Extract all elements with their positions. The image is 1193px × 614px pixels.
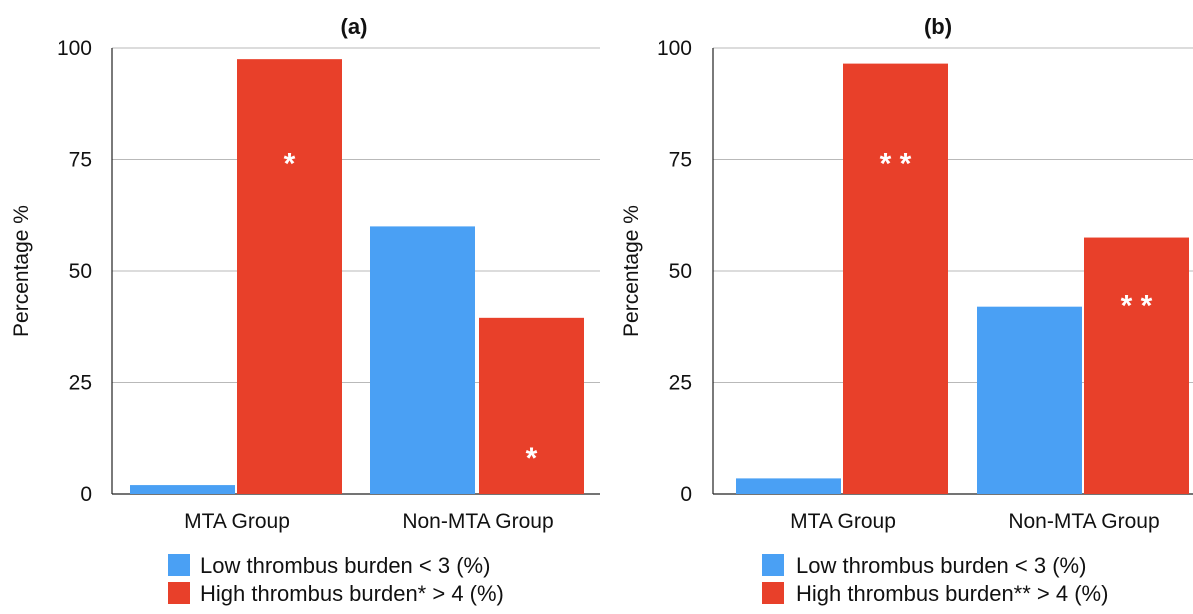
chart-title: (a) <box>341 14 368 39</box>
legend-label: High thrombus burden** > 4 (%) <box>796 581 1108 606</box>
chart-title: (b) <box>924 14 952 39</box>
x-tick-label: Non-MTA Group <box>1008 510 1159 533</box>
chart-panel-a: 0 25 50 75 100 * MTA Group * Non-MTA Group (a) Per… <box>10 14 600 606</box>
legend-swatch <box>762 554 784 576</box>
y-tick-label: 100 <box>57 37 92 60</box>
x-tick-label: MTA Group <box>184 510 290 533</box>
bar <box>977 306 1082 494</box>
legend-label: Low thrombus burden < 3 (%) <box>200 553 490 578</box>
y-tick-label: 25 <box>669 372 692 395</box>
bar <box>479 317 584 494</box>
y-tick-label: 25 <box>69 372 92 395</box>
y-tick-label: 100 <box>657 37 692 60</box>
x-tick-label: Non-MTA Group <box>402 510 553 533</box>
bar <box>736 478 841 494</box>
y-axis-label: Percentage % <box>620 205 643 337</box>
x-tick-label: MTA Group <box>790 510 896 533</box>
significance-marker: * <box>526 442 538 475</box>
legend-swatch <box>168 582 190 604</box>
legend: Low thrombus burden < 3 (%) High thrombus… <box>762 553 1108 606</box>
y-axis-label: Percentage % <box>10 205 33 337</box>
significance-marker: * <box>284 148 296 181</box>
y-tick-label: 75 <box>669 149 692 172</box>
legend-label: Low thrombus burden < 3 (%) <box>796 553 1086 578</box>
significance-marker: * * <box>1121 290 1153 323</box>
chart-panel-b: 0 25 50 75 100 * * MTA Group * * Non-MTA Group (b… <box>620 14 1193 606</box>
y-tick-label: 50 <box>669 260 692 283</box>
bar <box>130 485 235 494</box>
y-tick-label: 0 <box>80 483 92 506</box>
y-tick-label: 75 <box>69 149 92 172</box>
bar <box>237 59 342 495</box>
bar <box>370 226 475 494</box>
legend-swatch <box>762 582 784 604</box>
legend-label: High thrombus burden* > 4 (%) <box>200 581 504 606</box>
significance-marker: * * <box>880 148 912 181</box>
bar <box>843 63 948 495</box>
y-tick-label: 0 <box>680 483 692 506</box>
y-tick-label: 50 <box>69 260 92 283</box>
legend-swatch <box>168 554 190 576</box>
bar <box>1084 237 1189 495</box>
legend: Low thrombus burden < 3 (%) High thrombus… <box>168 553 504 606</box>
